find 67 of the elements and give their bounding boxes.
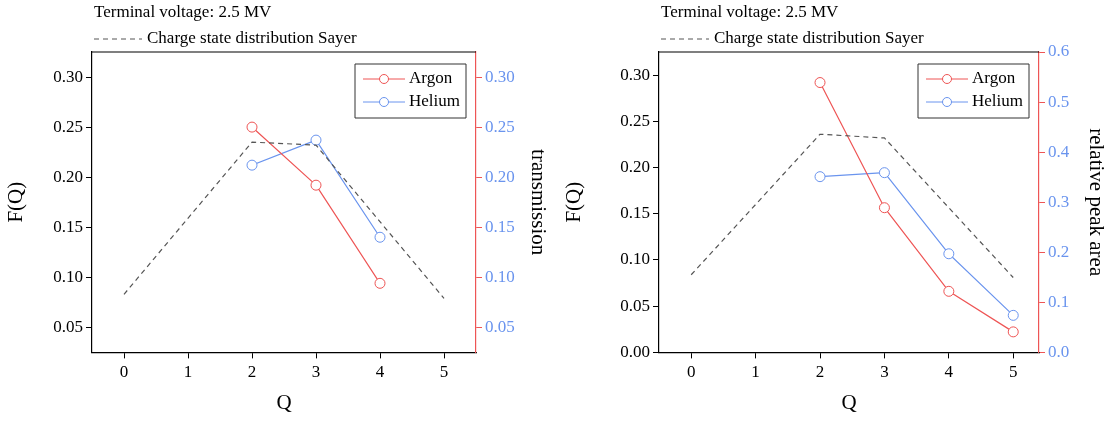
- y-tick-label: 0.15: [620, 203, 650, 223]
- point: [814, 77, 826, 89]
- y-tick-label: 0.05: [53, 316, 83, 336]
- y2-tick-label: 0.05: [485, 316, 515, 336]
- legend-label: Argon: [409, 68, 453, 88]
- y-tick-label: 0.15: [53, 216, 83, 236]
- chart-title: Terminal voltage: 2.5 MV: [94, 2, 272, 22]
- legend-label: Charge state distribution Sayer: [147, 28, 358, 48]
- point: [246, 121, 258, 133]
- point: [814, 171, 826, 183]
- legend-label: Helium: [409, 91, 461, 111]
- y2-tick-label: 0.4: [1048, 141, 1070, 161]
- y2-tick-label: 0.0: [1048, 341, 1070, 361]
- point: [1007, 309, 1019, 321]
- y2-tick-label: 0.30: [485, 66, 515, 86]
- y2-tick-label: 0.2: [1048, 241, 1070, 261]
- y2-tick-label: 0.15: [485, 216, 515, 236]
- y-tick-label: 0.05: [620, 295, 650, 315]
- y2-tick-label: 0.25: [485, 116, 515, 136]
- x-tick-label: 4: [944, 362, 954, 382]
- point: [246, 159, 258, 171]
- point: [310, 179, 322, 191]
- point: [878, 167, 890, 179]
- x-tick-label: 1: [751, 362, 760, 382]
- y-axis-title: F(Q): [3, 181, 28, 223]
- x-tick-label: 5: [439, 362, 449, 382]
- x-tick-label: 0: [686, 362, 696, 382]
- line-series: [690, 133, 1014, 279]
- y2-tick-label: 0.6: [1048, 41, 1070, 61]
- point: [878, 202, 890, 214]
- y-tick-label: 0.30: [620, 64, 650, 84]
- legend-label: Charge state distribution Sayer: [714, 28, 925, 48]
- chart-title: Terminal voltage: 2.5 MV: [661, 2, 839, 22]
- y-tick-label: 0.20: [53, 166, 83, 186]
- y-tick-label: 0.20: [620, 157, 650, 177]
- y-tick-label: 0.25: [53, 116, 83, 136]
- x-tick-label: 1: [183, 362, 193, 382]
- y2-tick-label: 0.5: [1048, 91, 1070, 111]
- y2-tick-label: 0.1: [1048, 291, 1070, 311]
- point: [374, 277, 386, 289]
- y2-axis-title: relative peak area: [1084, 128, 1109, 277]
- x-tick-label: 3: [311, 362, 321, 382]
- x-tick-label: 4: [375, 362, 385, 382]
- x-tick-label: 5: [1008, 362, 1018, 382]
- y-tick-label: 0.30: [53, 66, 83, 86]
- point: [310, 134, 322, 146]
- x-tick-label: 2: [247, 362, 257, 382]
- x-tick-label: 3: [880, 362, 889, 382]
- y-axis-title: F(Q): [561, 181, 586, 223]
- x-tick-label: 2: [815, 362, 825, 382]
- legend-label: Argon: [972, 68, 1016, 88]
- y2-tick-label: 0.3: [1048, 191, 1070, 211]
- y2-tick-label: 0.10: [485, 266, 515, 286]
- y-tick-label: 0.10: [620, 249, 650, 269]
- x-axis-title: Q: [841, 389, 857, 414]
- point: [943, 285, 955, 297]
- x-axis-title: Q: [276, 389, 292, 414]
- y2-tick-label: 0.20: [485, 166, 515, 186]
- y-tick-label: 0.25: [620, 110, 650, 130]
- legend-label: Helium: [972, 91, 1024, 111]
- y-tick-label: 0.00: [620, 341, 650, 361]
- point: [1007, 326, 1019, 338]
- x-tick-label: 0: [119, 362, 129, 382]
- y-tick-label: 0.10: [53, 266, 83, 286]
- point: [374, 231, 386, 243]
- point: [943, 248, 955, 260]
- y2-axis-title: transmission: [526, 149, 551, 256]
